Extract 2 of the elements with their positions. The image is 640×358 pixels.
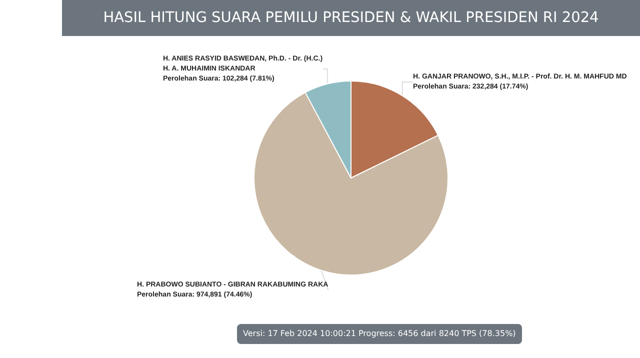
text: Versi: 17 Feb 2024 10:00:21 Progress: 6456 dari 8240 TPS (78.35%) bbox=[237, 324, 522, 344]
chart-title: HASIL HITUNG SUARA PEMILU PRESIDEN & WAKIL PRESIDEN RI 2024 bbox=[62, 0, 640, 36]
